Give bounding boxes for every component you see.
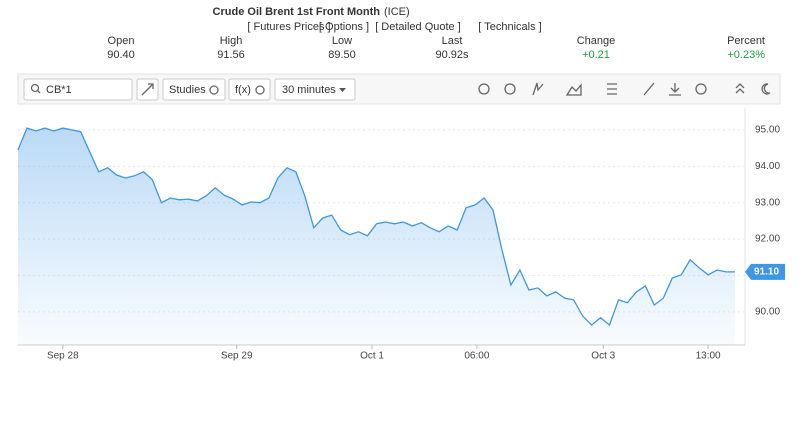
y-tick-label: 95.00 — [755, 125, 780, 136]
fx: f(x) — [235, 84, 251, 96]
quote-label: Last — [442, 35, 463, 47]
layout-icon[interactable] — [607, 83, 617, 95]
x-tick-label: Oct 1 — [360, 351, 384, 362]
interval: 30 minutes — [282, 84, 336, 96]
exchange: (ICE) — [384, 6, 410, 18]
quote-label: Low — [332, 35, 352, 47]
plus-icon — [209, 85, 219, 95]
theme-icon[interactable] — [761, 83, 771, 95]
area — [18, 128, 735, 345]
last-price-tag — [745, 263, 785, 280]
header-link[interactable]: [ Options ] — [319, 21, 369, 33]
symbol: CB*1 — [46, 84, 72, 96]
y-tick-label: 92.00 — [755, 234, 780, 245]
header-link[interactable]: [ Futures Prices ] — [247, 21, 330, 33]
compare-icon — [141, 83, 154, 96]
pen-icon[interactable] — [643, 82, 655, 96]
x-tick-label: Oct 3 — [591, 351, 615, 362]
quote-value: +0.21 — [582, 49, 610, 61]
studies: Studies — [169, 84, 206, 96]
quote-label: Open — [108, 35, 135, 47]
download-icon[interactable] — [669, 83, 681, 96]
quote-label: Percent — [727, 35, 765, 47]
y-tick-label: 90.00 — [755, 307, 780, 318]
x-tick-label: 06:00 — [464, 351, 489, 362]
header-link[interactable]: [ Technicals ] — [478, 21, 541, 33]
draw-icon[interactable] — [532, 82, 544, 96]
x-tick-label: Sep 29 — [221, 351, 253, 362]
last-price-label: 91.10 — [754, 266, 779, 277]
y-tick-label: 94.00 — [755, 161, 780, 172]
x-tick-label: 13:00 — [696, 351, 721, 362]
quote-value: 89.50 — [328, 49, 356, 61]
chart-type-icon[interactable] — [565, 83, 582, 96]
header-link[interactable]: [ Detailed Quote ] — [375, 21, 461, 33]
search-icon — [30, 83, 40, 93]
collapse-icon[interactable] — [735, 83, 745, 94]
redo-icon[interactable] — [504, 83, 516, 95]
title: Crude Oil Brent 1st Front Month — [213, 6, 381, 18]
quote-label: Change — [577, 35, 616, 47]
fx-button[interactable] — [228, 78, 271, 101]
quote-value: 90.92s — [435, 49, 469, 61]
dropdown-arrow — [339, 88, 346, 92]
quote-value: +0.23% — [727, 49, 765, 61]
symbol-box[interactable] — [23, 78, 133, 101]
undo-icon[interactable] — [478, 83, 490, 95]
plus-icon — [255, 85, 265, 95]
quote-value: 91.56 — [217, 49, 245, 61]
quote-value: 90.40 — [107, 49, 135, 61]
toolbar-icons — [478, 82, 771, 96]
x-tick-label: Sep 28 — [47, 351, 79, 362]
quote-label: High — [220, 35, 243, 47]
search-icon — [37, 90, 41, 94]
interval-button[interactable] — [274, 78, 356, 101]
studies-button[interactable] — [162, 78, 226, 101]
settings-icon[interactable] — [695, 83, 707, 95]
line — [17, 127, 735, 327]
y-tick-label: 93.00 — [755, 197, 780, 208]
